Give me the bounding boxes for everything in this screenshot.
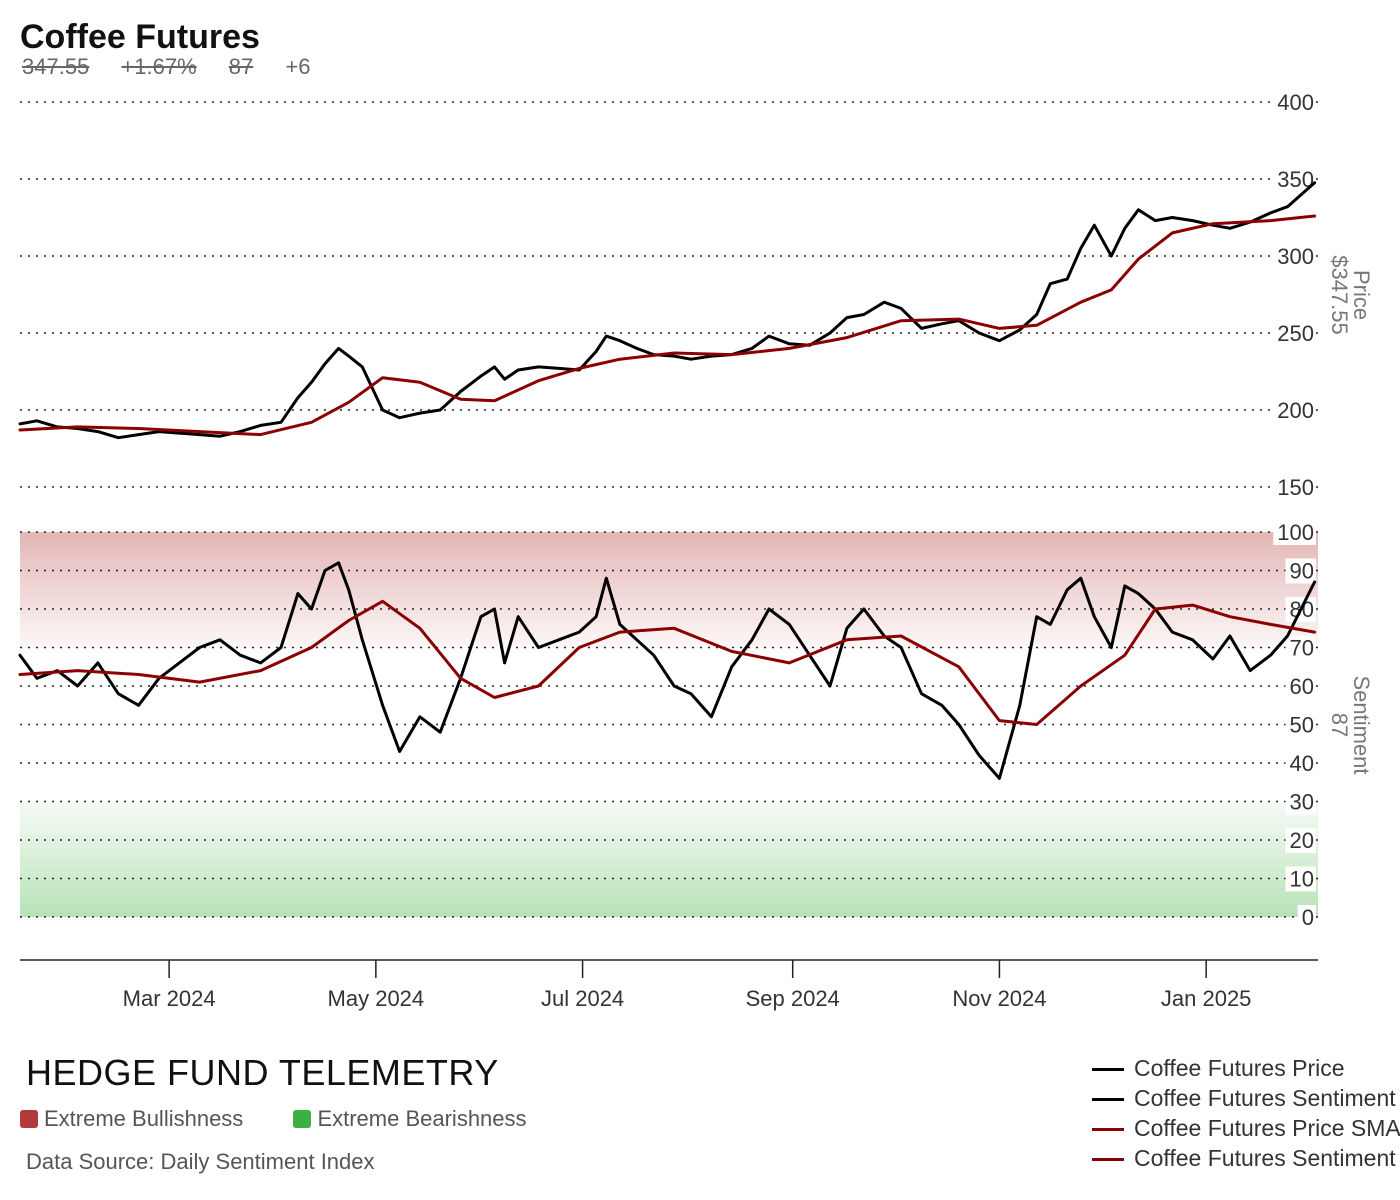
sentiment-tick-label: 90 xyxy=(1290,559,1314,584)
zone-bearish: Extreme Bearishness xyxy=(293,1106,527,1132)
extreme-bearish-band xyxy=(20,801,1318,917)
price-tick-bg xyxy=(1273,244,1316,269)
x-tick-label: Jul 2024 xyxy=(541,986,624,1011)
legend-label: Coffee Futures Sentiment SMA xyxy=(1134,1145,1400,1171)
sentiment-tick-label: 100 xyxy=(1277,520,1314,545)
sentiment-axis-title: Sentiment87 xyxy=(1327,675,1374,774)
sentiment-change: +6 xyxy=(285,54,311,79)
legend-item-price: Coffee Futures Price xyxy=(1092,1053,1400,1083)
price-tick-label: 200 xyxy=(1277,398,1314,423)
sentiment-tick-bg xyxy=(1285,789,1316,815)
bearish-swatch-icon xyxy=(293,1110,312,1128)
sentiment-tick-label: 20 xyxy=(1290,828,1314,853)
sentiment-tick-bg xyxy=(1285,712,1316,738)
price-axis-title: Price$347.55 xyxy=(1327,255,1374,335)
data-source: Data Source: Daily Sentiment Index xyxy=(26,1149,375,1174)
x-tick-label: Sep 2024 xyxy=(746,986,840,1011)
series-legend: Coffee Futures Price Coffee Futures Sent… xyxy=(1092,1053,1400,1173)
price-sma-line xyxy=(18,214,1317,437)
sentiment-tick-label: 70 xyxy=(1290,636,1314,661)
bullish-swatch-icon xyxy=(20,1110,38,1128)
chart-title: Coffee Futures xyxy=(20,18,260,56)
sentiment-tick-bg xyxy=(1285,866,1316,892)
price-line xyxy=(18,181,1317,440)
legend-label: Coffee Futures Price SMA xyxy=(1134,1115,1400,1141)
sentiment-line xyxy=(18,561,1317,780)
x-tick-label: May 2024 xyxy=(328,986,425,1011)
legend-item-price-sma: Coffee Futures Price SMA xyxy=(1092,1113,1400,1143)
price-tick-bg xyxy=(1273,90,1316,115)
header-stats: 347.55 +1.67% 87 +6 xyxy=(22,54,336,80)
sentiment-reading: 87 xyxy=(228,54,254,79)
change-percent: +1.67% xyxy=(121,54,197,79)
price-tick-bg xyxy=(1273,398,1316,423)
price-tick-bg xyxy=(1273,321,1316,346)
sentiment-tick-label: 40 xyxy=(1290,751,1314,776)
price-tick-label: 300 xyxy=(1277,244,1314,269)
brand-name: HEDGE FUND TELEMETRY xyxy=(26,1052,499,1093)
price-tick-bg xyxy=(1273,475,1316,500)
x-tick-label: Mar 2024 xyxy=(123,986,216,1011)
sentiment-tick-label: 0 xyxy=(1302,905,1314,930)
zone-bearish-label: Extreme Bearishness xyxy=(317,1106,527,1131)
legend-label: Coffee Futures Price xyxy=(1134,1055,1345,1081)
sentiment-tick-bg xyxy=(1297,905,1316,930)
sentiment-tick-bg xyxy=(1285,828,1316,853)
x-tick-label: Nov 2024 xyxy=(952,986,1046,1011)
last-price: 347.55 xyxy=(22,54,90,79)
zone-bullish: Extreme Bullishness xyxy=(20,1106,243,1132)
sentiment-tick-bg xyxy=(1285,751,1316,776)
sentiment-tick-bg xyxy=(1285,674,1316,699)
price-tick-label: 400 xyxy=(1277,90,1314,115)
price-tick-label: 250 xyxy=(1277,321,1314,346)
legend-label: Coffee Futures Sentiment xyxy=(1134,1085,1396,1111)
x-tick-label: Jan 2025 xyxy=(1161,986,1252,1011)
sentiment-tick-label: 30 xyxy=(1290,790,1314,815)
zone-legend: Extreme Bullishness Extreme Bearishness xyxy=(20,1106,571,1132)
legend-line-icon xyxy=(1092,1128,1124,1132)
legend-item-sentiment: Coffee Futures Sentiment xyxy=(1092,1083,1400,1113)
zone-bullish-label: Extreme Bullishness xyxy=(44,1106,244,1131)
legend-line-icon xyxy=(1092,1158,1124,1162)
sentiment-sma-line xyxy=(18,599,1317,726)
sentiment-tick-label: 50 xyxy=(1290,713,1314,738)
sentiment-tick-bg xyxy=(1285,635,1316,661)
legend-line-icon xyxy=(1092,1098,1124,1102)
sentiment-tick-label: 60 xyxy=(1290,674,1314,699)
sentiment-tick-label: 10 xyxy=(1290,867,1314,892)
sentiment-tick-bg xyxy=(1273,520,1316,545)
legend-line-icon xyxy=(1092,1068,1124,1072)
legend-item-sentiment-sma: Coffee Futures Sentiment SMA xyxy=(1092,1143,1400,1173)
price-tick-label: 150 xyxy=(1277,475,1314,500)
sentiment-tick-bg xyxy=(1285,558,1316,584)
